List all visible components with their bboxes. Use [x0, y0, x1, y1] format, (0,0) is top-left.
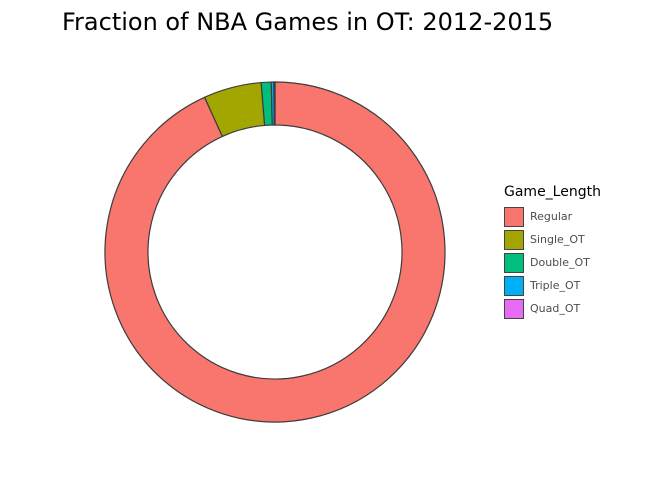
legend-item-double-ot: Double_OT: [504, 251, 601, 274]
legend-item-regular: Regular: [504, 205, 601, 228]
legend-item-quad-ot: Quad_OT: [504, 297, 601, 320]
legend-title: Game_Length: [504, 184, 601, 200]
legend-label-double-ot: Double_OT: [530, 256, 590, 269]
legend-key-triple-ot: [504, 275, 524, 296]
legend-key-quad-ot: [504, 298, 524, 319]
legend-item-triple-ot: Triple_OT: [504, 274, 601, 297]
slice-regular: [104, 81, 446, 423]
chart-title: Fraction of NBA Games in OT: 2012-2015: [62, 8, 554, 36]
legend-key-double-ot: [504, 252, 524, 273]
legend: Game_Length Regular Single_OT Double_OT Tri…: [504, 184, 601, 320]
legend-label-regular: Regular: [530, 210, 573, 223]
slice-quad-ot: [273, 81, 276, 126]
legend-label-single-ot: Single_OT: [530, 233, 585, 246]
legend-key-regular: [504, 206, 524, 227]
legend-label-quad-ot: Quad_OT: [530, 302, 581, 315]
legend-item-single-ot: Single_OT: [504, 228, 601, 251]
legend-label-triple-ot: Triple_OT: [530, 279, 581, 292]
legend-items: Regular Single_OT Double_OT Triple_OT Quad_O…: [504, 205, 601, 320]
donut-slices: [104, 81, 446, 423]
legend-key-single-ot: [504, 229, 524, 250]
